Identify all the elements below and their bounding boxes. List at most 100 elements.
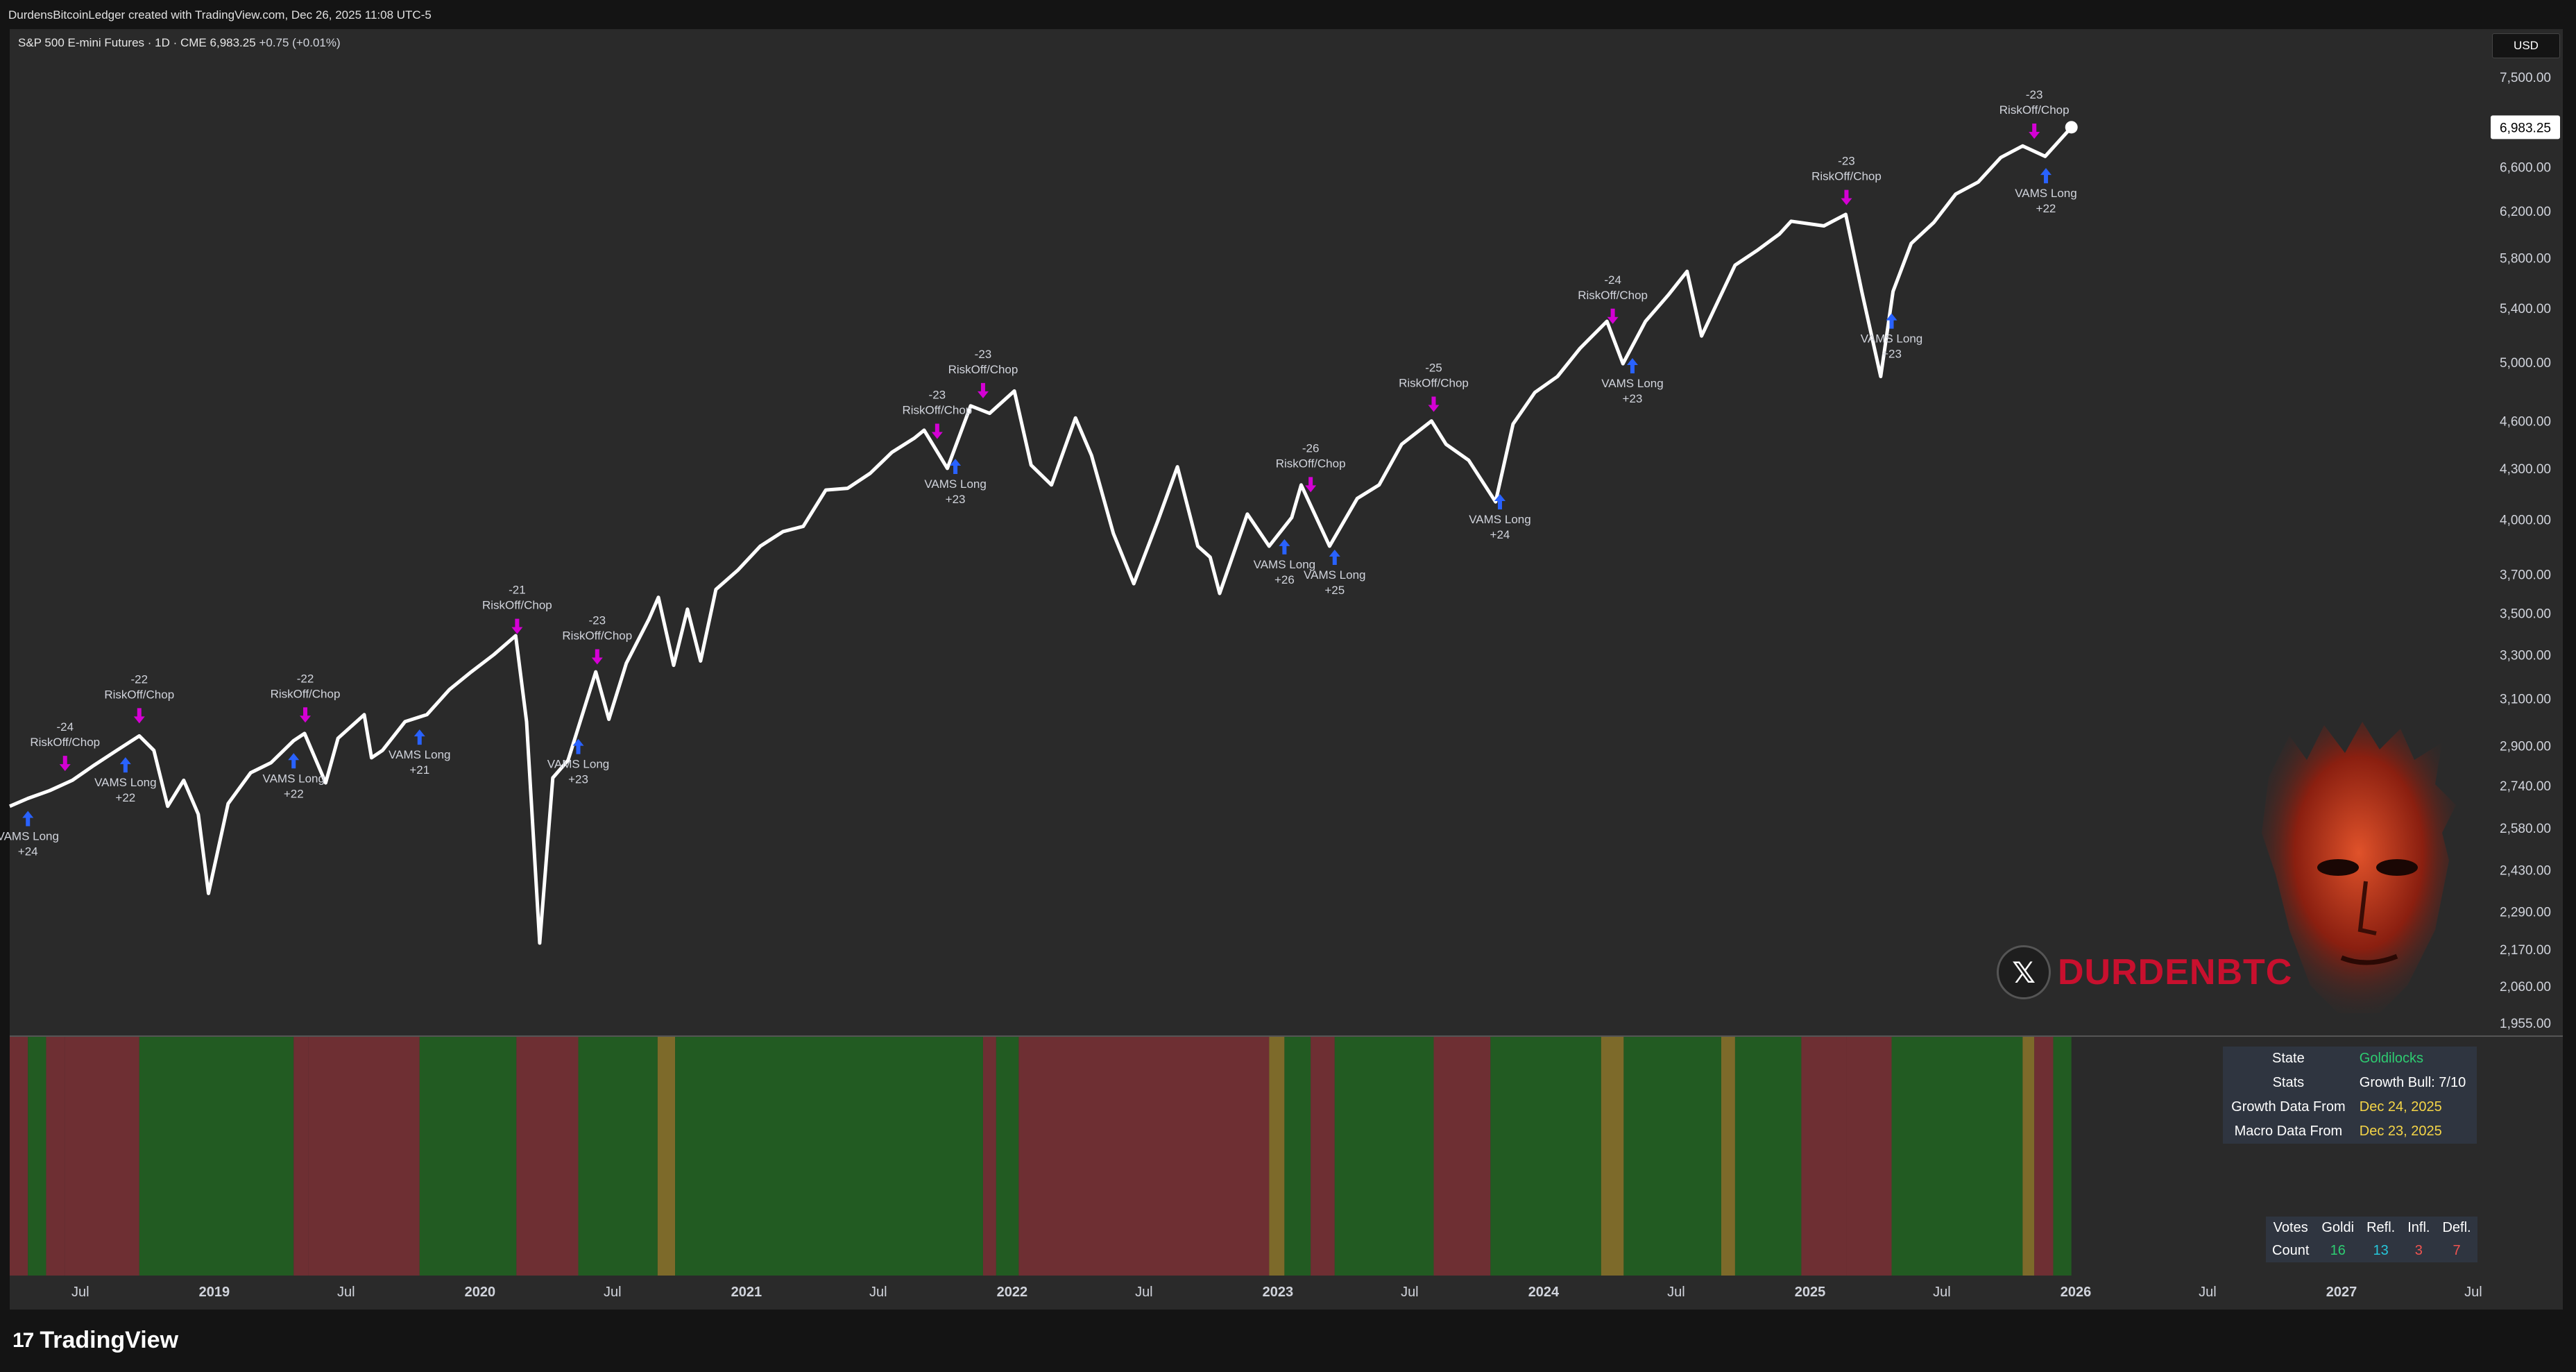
riskoff-signal[interactable]: RiskOff/Chop -23: [948, 348, 1018, 398]
regime-band-infl: [1269, 1037, 1285, 1276]
vams-long-signal[interactable]: VAMS Long +22: [94, 757, 157, 804]
riskoff-signal[interactable]: RiskOff/Chop -23: [902, 388, 972, 439]
last-price: 6,983.25: [210, 36, 256, 49]
tradingview-logo[interactable]: 17 TradingView: [12, 1327, 178, 1354]
vams-arrow-icon: [950, 459, 962, 475]
riskoff-score: -23: [2026, 88, 2043, 101]
riskoff-signal[interactable]: RiskOff/Chop -22: [104, 672, 174, 724]
riskoff-label: RiskOff/Chop: [562, 629, 632, 643]
vams-label: VAMS Long: [1469, 513, 1530, 526]
vams-label: VAMS Long: [0, 829, 59, 842]
riskoff-label: RiskOff/Chop: [30, 736, 100, 749]
riskoff-signal[interactable]: RiskOff/Chop -24: [1578, 273, 1648, 324]
x-tick-label: 2026: [2061, 1285, 2092, 1300]
vams-long-signal[interactable]: VAMS Long +25: [1304, 549, 1366, 597]
riskoff-score: -22: [130, 672, 148, 686]
regime-band-defl: [516, 1037, 579, 1276]
vams-long-signal[interactable]: VAMS Long +26: [1254, 539, 1315, 586]
price-line: [9, 126, 2073, 945]
vams-long-signal[interactable]: VAMS Long +23: [1861, 313, 1922, 361]
vams-long-signal[interactable]: VAMS Long +23: [924, 459, 987, 506]
x-tick-label: 2023: [1263, 1285, 1294, 1300]
vams-label: VAMS Long: [924, 477, 986, 491]
y-tick-label: 4,600.00: [2500, 415, 2551, 430]
vams-long-signal[interactable]: VAMS Long +22: [263, 753, 325, 800]
y-tick-label: 2,900.00: [2500, 739, 2551, 754]
x-tick-label: Jul: [71, 1285, 89, 1300]
regime-band-infl: [2022, 1037, 2035, 1276]
x-tick-label: 2024: [1528, 1285, 1560, 1300]
riskoff-arrow-icon: [300, 707, 312, 723]
regime-band-defl: [308, 1037, 420, 1276]
votes-count: 16: [2330, 1243, 2346, 1258]
vams-long-signal[interactable]: VAMS Long +23: [1601, 357, 1664, 405]
vams-long-signal[interactable]: VAMS Long +22: [2015, 168, 2077, 215]
vams-label: VAMS Long: [389, 748, 450, 761]
regime-band-goldi: [675, 1037, 983, 1276]
riskoff-signal[interactable]: RiskOff/Chop -24: [30, 720, 100, 772]
vams-long-signal[interactable]: VAMS Long +23: [547, 738, 609, 786]
regime-info-table: State Goldilocks Stats Growth Bull: 7/10 Gro…: [2223, 1047, 2477, 1144]
y-tick-label: 5,000.00: [2500, 356, 2551, 371]
riskoff-score: -23: [589, 614, 606, 627]
riskoff-signal[interactable]: RiskOff/Chop -26: [1276, 441, 1346, 493]
y-tick-label: 4,000.00: [2500, 513, 2551, 527]
vams-arrow-icon: [1279, 539, 1290, 554]
currency-button[interactable]: USD: [2492, 33, 2560, 58]
x-tick-label: Jul: [604, 1285, 622, 1300]
regime-band-defl: [2034, 1037, 2054, 1276]
last-price-label: 6,983.25: [2491, 115, 2560, 139]
y-tick-label: 2,290.00: [2500, 906, 2551, 920]
vams-label: VAMS Long: [1254, 558, 1315, 571]
riskoff-score: -23: [975, 348, 992, 361]
vams-label: VAMS Long: [94, 776, 156, 789]
y-tick-label: 7,500.00: [2500, 71, 2551, 85]
riskoff-signal[interactable]: RiskOff/Chop -23: [1811, 155, 1882, 205]
riskoff-arrow-icon: [59, 756, 71, 772]
riskoff-arrow-icon: [1841, 189, 1852, 205]
y-axis: 7,500.00 6,600.00 6,200.00 5,800.00 5,400.00…: [2500, 71, 2551, 1031]
x-tick-label: Jul: [2464, 1285, 2482, 1300]
regime-bands: [10, 1035, 2563, 1276]
x-tick-label: Jul: [1401, 1285, 1419, 1300]
regime-band-goldi: [28, 1037, 46, 1276]
riskoff-score: -23: [929, 388, 946, 401]
regime-band-defl: [1433, 1037, 1491, 1276]
vams-arrow-icon: [1329, 549, 1340, 565]
regime-band-infl: [1721, 1037, 1735, 1276]
riskoff-label: RiskOff/Chop: [271, 687, 341, 700]
info-row: Growth Data From Dec 24, 2025: [2223, 1095, 2477, 1119]
price-change: +0.75 (+0.01%): [259, 36, 341, 49]
riskoff-signal[interactable]: RiskOff/Chop -21: [482, 584, 552, 634]
vams-long-signal[interactable]: VAMS Long +24: [0, 811, 59, 858]
x-tick-label: Jul: [1933, 1285, 1951, 1300]
riskoff-signal[interactable]: RiskOff/Chop -25: [1399, 362, 1469, 412]
vams-arrow-icon: [288, 753, 300, 769]
vams-score: +21: [409, 763, 429, 777]
attribution-text: DurdensBitcoinLedger created with Tradin…: [8, 8, 432, 22]
riskoff-score: -21: [509, 584, 526, 597]
x-logo-icon[interactable]: 𝕏: [1997, 945, 2051, 999]
tradingview-logo-text: TradingView: [40, 1327, 179, 1353]
riskoff-label: RiskOff/Chop: [1399, 377, 1469, 390]
vams-score: +22: [284, 787, 304, 800]
vams-long-signal[interactable]: VAMS Long +24: [1469, 493, 1531, 541]
x-tick-label: Jul: [337, 1285, 355, 1300]
vams-score: +24: [1490, 528, 1510, 541]
riskoff-signal[interactable]: RiskOff/Chop -23: [562, 614, 632, 665]
votes-header: Infl.: [2407, 1220, 2430, 1235]
riskoff-signal[interactable]: RiskOff/Chop -22: [271, 672, 341, 723]
vams-label: VAMS Long: [1601, 377, 1663, 390]
symbol-legend[interactable]: S&P 500 E-mini Futures · 1D · CME 6,983.…: [18, 36, 341, 50]
symbol-name[interactable]: S&P 500 E-mini Futures · 1D · CME: [18, 36, 207, 49]
info-key: Stats: [2272, 1075, 2305, 1090]
riskoff-signal[interactable]: RiskOff/Chop -23: [1999, 88, 2070, 139]
brand-name: DURDENBTC: [2058, 952, 2293, 992]
votes-count: 3: [2414, 1243, 2423, 1258]
votes-header: Votes: [2273, 1220, 2308, 1235]
y-tick-label: 6,200.00: [2500, 205, 2551, 219]
vams-arrow-icon: [22, 811, 34, 827]
regime-band-goldi: [419, 1037, 517, 1276]
vams-long-signal[interactable]: VAMS Long +21: [389, 729, 451, 777]
